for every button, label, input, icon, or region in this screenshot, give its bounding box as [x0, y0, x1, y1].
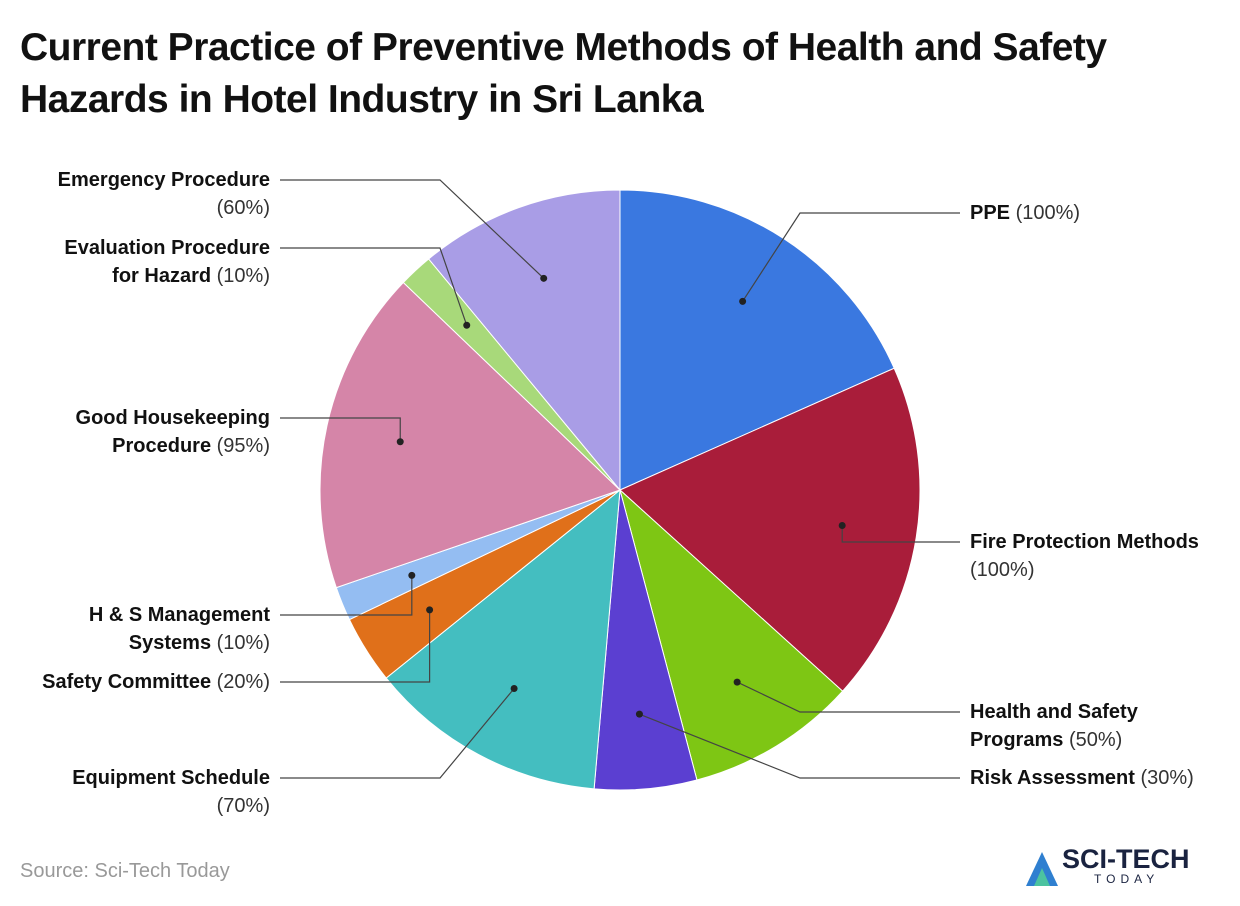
value-label: (10%)	[216, 632, 270, 654]
value-label: (50%)	[1068, 729, 1123, 751]
logo-icon	[1026, 852, 1058, 886]
category-label: Equipment Schedule	[72, 767, 270, 789]
leader-line	[280, 609, 431, 683]
leader-dot	[463, 321, 471, 329]
slice-label: Equipment Schedule (70%)	[34, 764, 270, 820]
leader-line	[280, 417, 401, 442]
slice-label: PPE (100%)	[970, 199, 1206, 227]
value-label: (10%)	[216, 265, 270, 287]
value-label: (30%)	[1140, 767, 1194, 789]
leader-line	[736, 681, 960, 713]
leader-dot	[739, 297, 747, 305]
leader-dot	[396, 438, 404, 446]
category-label: PPE	[970, 202, 1011, 224]
pie-slice	[619, 488, 844, 781]
slice-label: Fire Protection Methods (100%)	[970, 528, 1206, 584]
category-label: Health and Safety Programs	[970, 701, 1138, 751]
leader-line	[280, 688, 515, 779]
leader-line	[742, 212, 960, 302]
leader-line	[280, 247, 468, 326]
value-label: (95%)	[216, 435, 270, 457]
category-label: H & S Management Systems	[88, 604, 270, 654]
category-label: Safety Committee	[42, 671, 212, 693]
leader-dot	[510, 685, 518, 693]
leader-line	[280, 179, 545, 279]
category-label: Emergency Procedure	[57, 169, 270, 191]
category-label: Risk Assessment	[970, 767, 1135, 789]
slice-label: Emergency Procedure (60%)	[34, 166, 270, 222]
logo-main: SCI-TECH	[1062, 844, 1190, 874]
leader-dot	[540, 274, 548, 282]
slice-label: Good Housekeeping Procedure (95%)	[34, 404, 270, 460]
value-label: (60%)	[216, 197, 270, 219]
slice-label: Safety Committee (20%)	[34, 668, 270, 696]
category-label: Evaluation Procedure for Hazard	[64, 237, 270, 287]
chart-title: Current Practice of Preventive Methods o…	[20, 26, 1107, 121]
leader-line	[639, 713, 960, 779]
slice-label: Risk Assessment (30%)	[970, 764, 1206, 792]
leader-dot	[635, 710, 643, 718]
leader-dot	[408, 571, 416, 579]
slice-label: H & S Management Systems (10%)	[34, 601, 270, 657]
source: Source: Sci-Tech Today	[20, 860, 230, 882]
pie-slice	[619, 367, 921, 692]
pie-slice	[319, 281, 621, 589]
slice-label: Health and Safety Programs (50%)	[970, 698, 1206, 754]
leader-line	[280, 575, 413, 616]
category-label: Fire Protection Methods	[970, 531, 1199, 553]
leader-line	[841, 525, 960, 543]
logo-sub: TODAY	[1094, 872, 1160, 886]
value-label: (100%)	[970, 559, 1035, 581]
value-label: (70%)	[216, 795, 270, 817]
logo: SCI-TECH TODAY	[1024, 842, 1224, 892]
pie-slice	[385, 488, 621, 790]
pie-slice	[427, 189, 621, 492]
leader-dot	[733, 678, 741, 686]
leader-dot	[426, 606, 434, 614]
leader-dot	[838, 522, 846, 530]
category-label: Good Housekeeping Procedure	[75, 407, 270, 457]
value-label: (100%)	[1015, 202, 1081, 224]
slice-label: Evaluation Procedure for Hazard (10%)	[34, 234, 270, 290]
value-label: (20%)	[216, 671, 270, 693]
